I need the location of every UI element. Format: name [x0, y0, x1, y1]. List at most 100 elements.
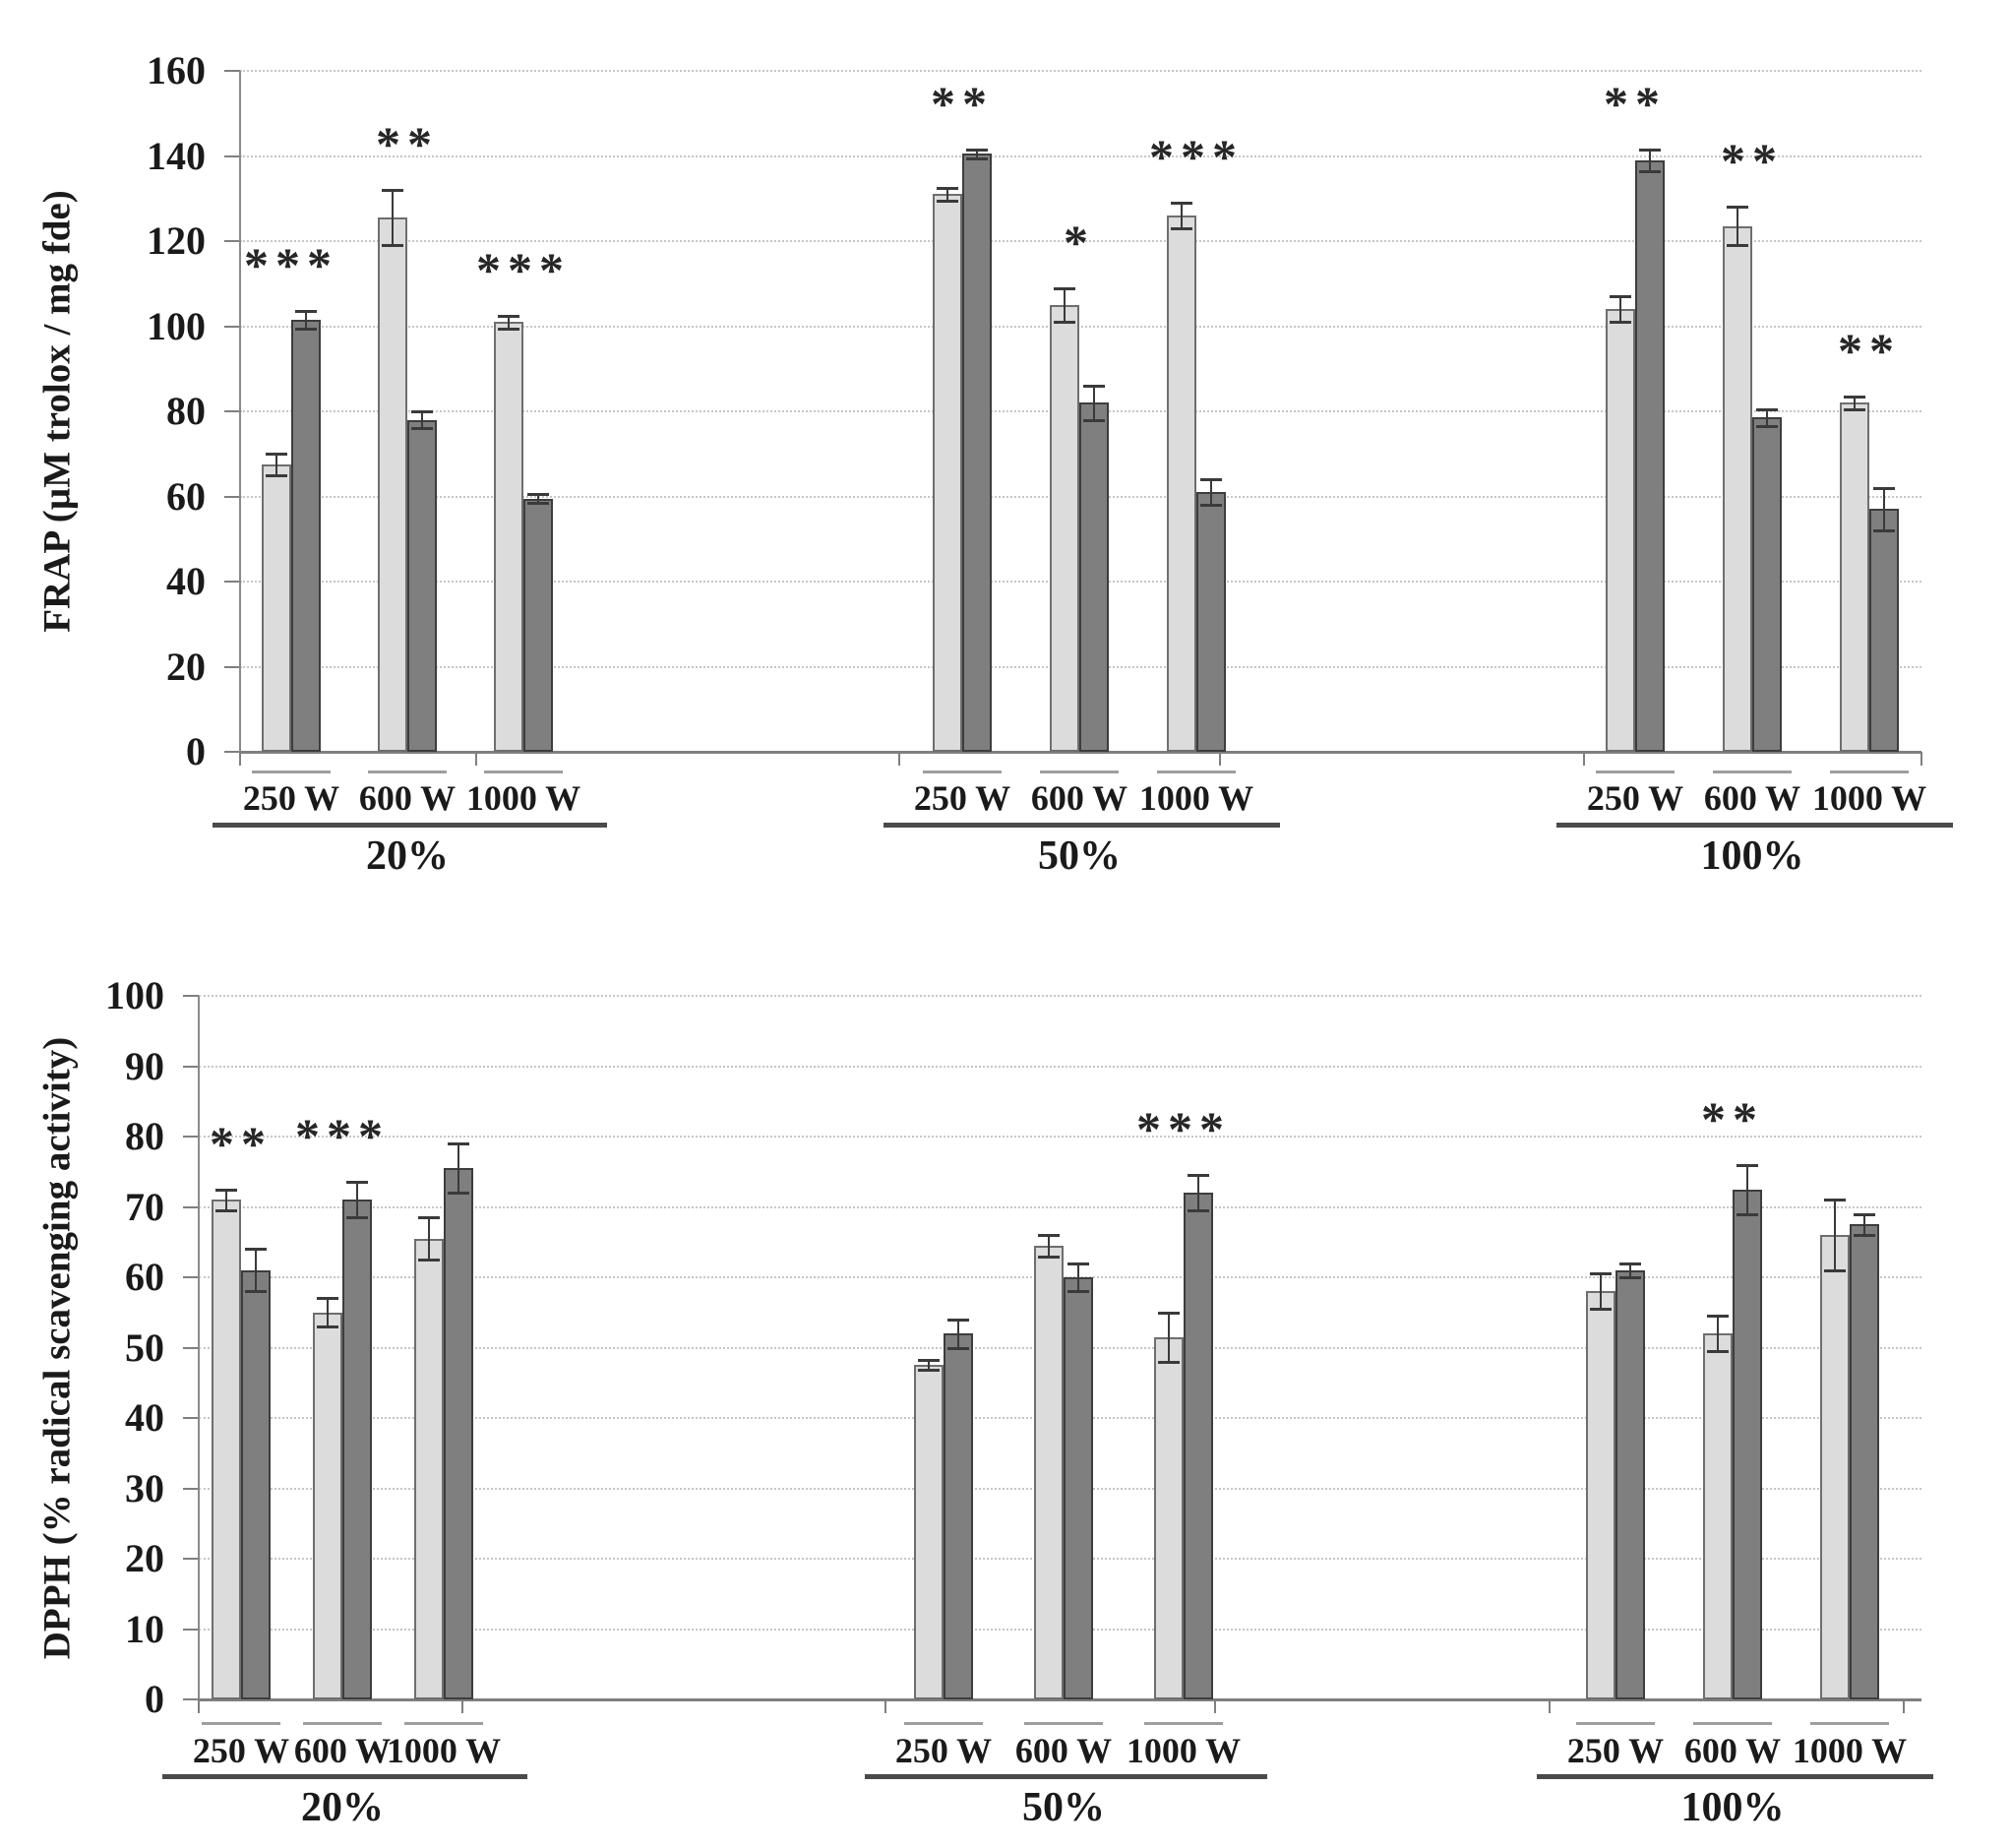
- light-bar: [1050, 305, 1079, 752]
- x-axis-tick: [1549, 1699, 1551, 1713]
- error-bar-line: [1717, 1316, 1719, 1352]
- power-label: 250 W: [192, 1731, 290, 1770]
- error-bar-cap-top: [1756, 407, 1778, 411]
- gridline: [240, 70, 1921, 72]
- error-bar-cap-top: [382, 189, 403, 193]
- error-bar-cap-bottom: [245, 1290, 267, 1294]
- power-label: 600 W: [1683, 1731, 1782, 1770]
- y-tick-label: 0: [186, 729, 206, 773]
- gridline: [240, 154, 1921, 157]
- y-tick-label: 50: [125, 1324, 164, 1370]
- y-tick-label: 90: [125, 1043, 164, 1088]
- x-axis-tick: [1903, 1699, 1905, 1713]
- y-tick-mark: [183, 995, 199, 997]
- sublabel-overline: [923, 770, 1002, 773]
- error-bar-cap-bottom: [527, 501, 549, 505]
- error-bar-cap-bottom: [1083, 418, 1105, 422]
- error-bar-cap-bottom: [1610, 321, 1631, 325]
- sublabel-overline: [202, 1722, 280, 1725]
- y-tick-mark: [183, 1628, 199, 1631]
- error-bar-cap-bottom: [1054, 321, 1075, 325]
- error-bar-cap-top: [346, 1181, 368, 1185]
- error-bar-line: [957, 1319, 959, 1348]
- error-bar-cap-top: [1824, 1199, 1846, 1202]
- concentration-group-label: 50%: [1022, 1785, 1105, 1830]
- error-bar-cap-bottom: [498, 327, 519, 331]
- y-tick-label: 0: [145, 1677, 164, 1721]
- y-tick-mark: [224, 70, 240, 72]
- error-bar-line: [1048, 1235, 1050, 1257]
- error-bar-cap-top: [411, 410, 433, 413]
- error-bar-line: [1210, 479, 1212, 506]
- error-bar-cap-top: [1639, 149, 1661, 152]
- error-bar-line: [1197, 1175, 1199, 1211]
- gridline: [240, 325, 1921, 328]
- group-underline: [213, 823, 607, 828]
- error-bar-cap-top: [1054, 286, 1075, 290]
- error-bar-cap-bottom: [1824, 1268, 1846, 1272]
- sublabel-overline: [1024, 1722, 1103, 1725]
- dark-bar: [1733, 1190, 1762, 1699]
- error-bar-line: [1629, 1263, 1631, 1277]
- sublabel-overline: [404, 1722, 483, 1725]
- power-label: 1000 W: [386, 1731, 502, 1770]
- error-bar-line: [327, 1298, 329, 1327]
- dark-bar: [1064, 1277, 1093, 1699]
- gridline: [199, 1205, 1921, 1208]
- error-bar-cap-bottom: [1590, 1308, 1612, 1312]
- significance-marker: **: [376, 116, 439, 172]
- error-bar-line: [275, 454, 277, 475]
- error-bar-cap-bottom: [418, 1259, 440, 1263]
- power-label: 1000 W: [1792, 1731, 1908, 1770]
- light-bar: [378, 217, 407, 752]
- y-axis-title: DPPH (% radical scavenging activity): [35, 1036, 79, 1659]
- error-bar-cap-top: [1854, 1212, 1875, 1216]
- error-bar-cap-bottom: [1844, 407, 1865, 411]
- y-tick-mark: [183, 1136, 199, 1138]
- concentration-group-label: 50%: [1038, 833, 1121, 879]
- error-bar-cap-top: [1610, 295, 1631, 299]
- error-bar-line: [508, 315, 510, 329]
- significance-marker: ***: [1149, 129, 1244, 185]
- x-axis-tick: [198, 1699, 200, 1713]
- power-label: 600 W: [358, 778, 457, 818]
- concentration-group-label: 20%: [301, 1785, 384, 1830]
- error-bar-cap-bottom: [1158, 1360, 1180, 1364]
- error-bar-line: [928, 1360, 930, 1371]
- error-bar-cap-bottom: [1038, 1255, 1060, 1259]
- light-bar: [414, 1239, 444, 1699]
- dark-bar: [944, 1333, 973, 1699]
- error-bar-line: [1181, 203, 1183, 228]
- error-bar-line: [1863, 1213, 1865, 1236]
- x-axis-tick: [1219, 752, 1221, 766]
- gridline: [199, 1065, 1921, 1068]
- error-bar-cap-top: [418, 1216, 440, 1220]
- significance-marker: ***: [295, 1108, 390, 1164]
- error-bar-line: [1854, 396, 1856, 409]
- light-bar: [262, 464, 291, 752]
- concentration-group-label: 100%: [1680, 1785, 1785, 1830]
- error-bar-cap-bottom: [918, 1369, 940, 1373]
- error-bar-cap-top: [1171, 202, 1192, 206]
- error-bar-cap-top: [1737, 1163, 1758, 1167]
- error-bar-cap-bottom: [1639, 169, 1661, 173]
- sublabel-overline: [1596, 770, 1675, 773]
- error-bar-line: [976, 150, 978, 158]
- error-bar-cap-bottom: [1619, 1276, 1641, 1279]
- y-tick-mark: [224, 751, 240, 753]
- error-bar-cap-top: [1707, 1315, 1729, 1319]
- error-bar-cap-top: [1038, 1234, 1060, 1238]
- error-bar-cap-top: [448, 1142, 469, 1146]
- group-underline: [1556, 823, 1953, 828]
- y-tick-label: 160: [147, 48, 206, 92]
- error-bar-cap-top: [937, 186, 958, 190]
- y-tick-mark: [183, 1276, 199, 1278]
- error-bar-cap-bottom: [1200, 504, 1222, 508]
- power-label: 250 W: [894, 1731, 993, 1770]
- error-bar-cap-bottom: [1727, 244, 1748, 248]
- error-bar-cap-top: [1067, 1262, 1089, 1265]
- y-tick-mark: [183, 1205, 199, 1208]
- error-bar-line: [392, 190, 394, 246]
